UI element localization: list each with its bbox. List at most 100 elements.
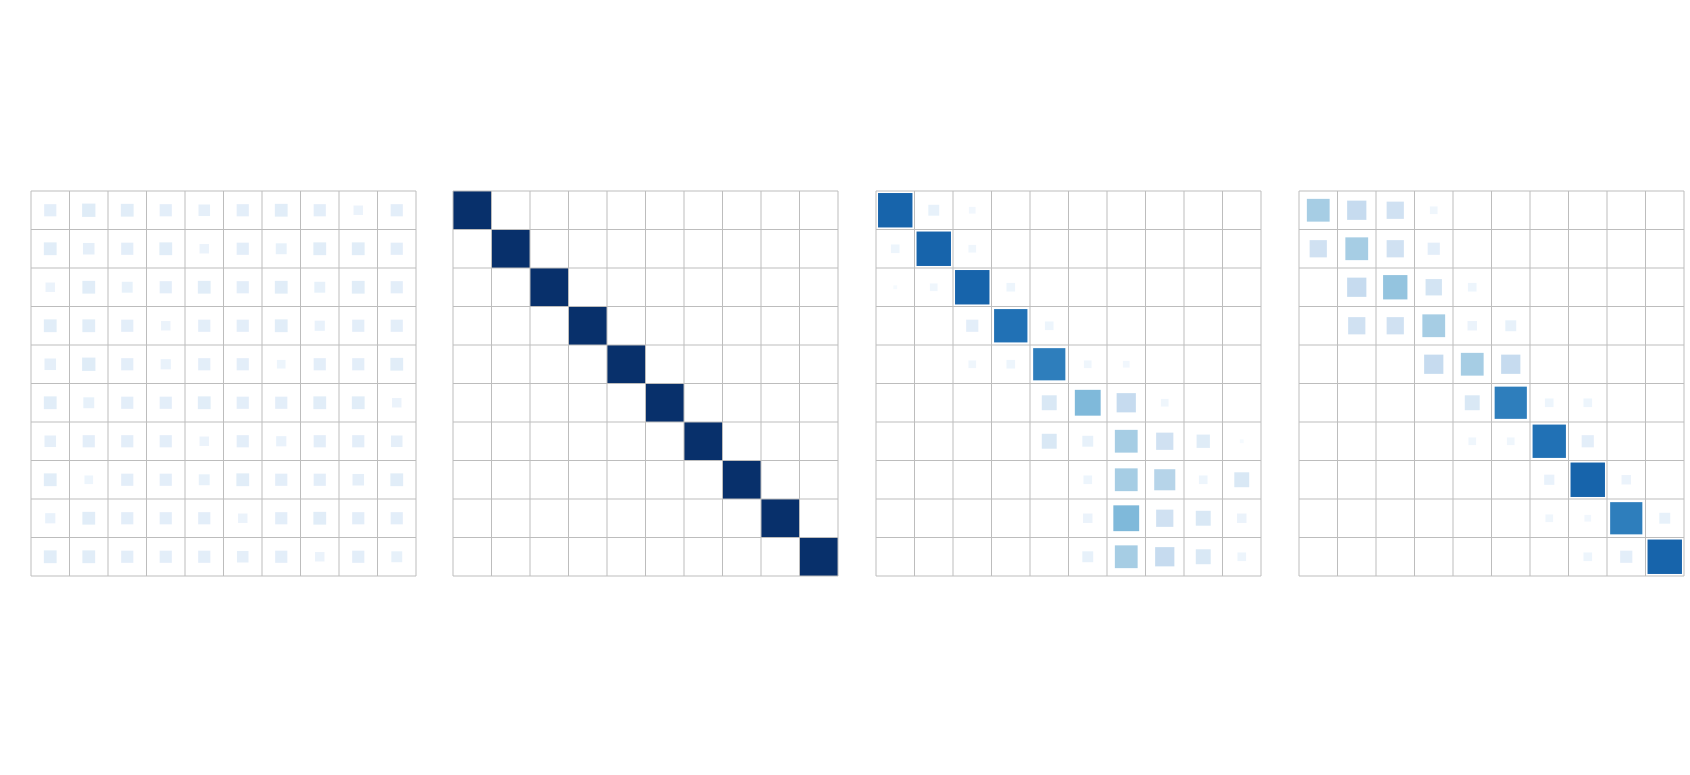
- cell-square: [683, 421, 723, 461]
- cell-square: [236, 473, 250, 487]
- cell-square: [313, 358, 326, 371]
- cell-square: [1584, 514, 1592, 522]
- cell-square: [1621, 475, 1631, 485]
- cell-square: [1532, 424, 1566, 458]
- cell-square: [1122, 360, 1130, 368]
- cell-square: [1195, 510, 1211, 526]
- cell-square: [606, 344, 646, 384]
- cell-square: [121, 550, 134, 563]
- cell-square: [275, 473, 288, 486]
- cell-square: [159, 550, 172, 563]
- cell-square: [197, 396, 211, 410]
- cell-square: [1237, 552, 1247, 562]
- cell-square: [275, 550, 288, 563]
- cell-square: [1306, 198, 1330, 222]
- cell-square: [1464, 395, 1480, 411]
- cell-square: [45, 282, 55, 292]
- cell-square: [236, 396, 249, 409]
- cell-square: [44, 435, 57, 448]
- cell-square: [82, 203, 96, 217]
- cell-square: [645, 383, 685, 423]
- cell-square: [43, 242, 57, 256]
- cell-square: [929, 283, 938, 292]
- cell-square: [1468, 437, 1477, 446]
- cell-square: [568, 306, 608, 346]
- cell-square: [1041, 433, 1057, 449]
- cell-square: [198, 204, 211, 217]
- cell-square: [43, 319, 57, 333]
- cell-square: [121, 435, 134, 448]
- cell-square: [160, 359, 171, 370]
- cell-square: [966, 319, 979, 332]
- cell-square: [1083, 513, 1093, 523]
- cell-square: [1383, 275, 1408, 300]
- cell-square: [199, 436, 209, 446]
- cell-square: [313, 396, 327, 410]
- cell-square: [1460, 352, 1484, 376]
- cell-square: [274, 319, 288, 333]
- cell-square: [1309, 240, 1327, 258]
- cell-square: [391, 551, 403, 563]
- cell-square: [890, 244, 900, 254]
- cell-square: [452, 190, 492, 230]
- cell-square: [198, 512, 211, 525]
- cell-square: [276, 359, 286, 369]
- cell-square: [82, 511, 96, 525]
- cell-square: [390, 281, 403, 294]
- cell-square: [236, 281, 249, 294]
- cell-square: [893, 285, 898, 290]
- cell-square: [121, 396, 134, 409]
- cell-square: [198, 358, 211, 371]
- cell-square: [351, 280, 365, 294]
- cell-square: [1006, 282, 1016, 292]
- cell-square: [1347, 277, 1367, 297]
- cell-square: [1347, 200, 1367, 220]
- cell-square: [313, 242, 327, 256]
- cell-square: [199, 244, 209, 254]
- cell-square: [276, 436, 287, 447]
- cell-square: [159, 512, 172, 525]
- cell-square: [1033, 348, 1066, 381]
- cell-square: [314, 281, 326, 293]
- cell-square: [82, 280, 96, 294]
- cell-square: [916, 231, 951, 266]
- cell-square: [198, 319, 211, 332]
- cell-square: [82, 435, 95, 448]
- cell-square: [1345, 237, 1369, 261]
- cell-square: [1505, 320, 1517, 332]
- cell-square: [197, 280, 211, 294]
- cell-square: [1113, 505, 1140, 532]
- cell-square: [390, 435, 403, 448]
- cell-square: [390, 319, 403, 332]
- cell-square: [236, 358, 249, 371]
- cell-square: [1114, 468, 1138, 492]
- cell-square: [315, 552, 325, 562]
- cell-square: [275, 243, 287, 255]
- cell-square: [236, 319, 249, 332]
- cell-square: [390, 473, 404, 487]
- cell-square: [1620, 550, 1633, 563]
- cell-square: [1494, 386, 1527, 419]
- cell-square: [159, 396, 172, 409]
- cell-square: [491, 229, 531, 269]
- cell-square: [236, 435, 249, 448]
- cell-square: [1239, 439, 1244, 444]
- cell-square: [1506, 437, 1515, 446]
- cell-square: [236, 242, 249, 255]
- cell-square: [722, 460, 762, 500]
- cell-square: [760, 498, 800, 538]
- cell-square: [44, 358, 57, 371]
- cell-square: [82, 242, 95, 255]
- cell-square: [1501, 354, 1521, 374]
- cell-square: [275, 512, 288, 525]
- cell-square: [43, 550, 57, 564]
- cell-square: [1422, 314, 1446, 338]
- cell-square: [390, 357, 404, 371]
- cell-square: [120, 203, 134, 217]
- cell-square: [1041, 395, 1057, 411]
- cell-square: [198, 474, 210, 486]
- cell-square: [198, 550, 211, 563]
- cell-square: [238, 513, 248, 523]
- cell-square: [1195, 549, 1211, 565]
